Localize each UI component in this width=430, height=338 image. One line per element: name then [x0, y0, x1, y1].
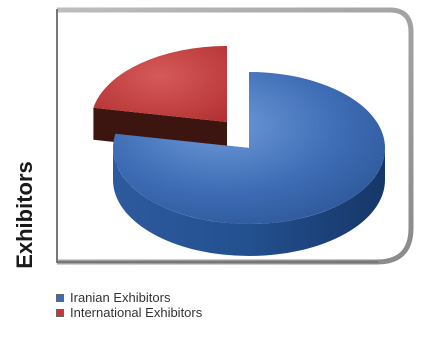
- legend-swatch-international-exhibitors: [56, 308, 64, 317]
- legend-item-iranian-exhibitors: Iranian Exhibitors: [56, 290, 202, 305]
- y-axis-label: Exhibitors: [12, 161, 37, 269]
- legend-label-international-exhibitors: International Exhibitors: [70, 305, 203, 320]
- legend-swatch-iranian-exhibitors: [56, 293, 64, 302]
- slice-iranian-exhibitors-rim: [113, 148, 385, 256]
- slice-iranian-exhibitors: [112, 72, 385, 225]
- chart-frame-shadow: [57, 7, 414, 265]
- legend-item-international-exhibitors: International Exhibitors: [56, 305, 202, 320]
- legend-label-iranian-exhibitors: Iranian Exhibitors: [70, 290, 171, 305]
- chart-frame: [56, 9, 378, 263]
- slice-international-exhibitors: [93, 46, 227, 122]
- legend: Iranian Exhibitors International Exhibito…: [56, 290, 202, 320]
- pie-group: [93, 46, 385, 256]
